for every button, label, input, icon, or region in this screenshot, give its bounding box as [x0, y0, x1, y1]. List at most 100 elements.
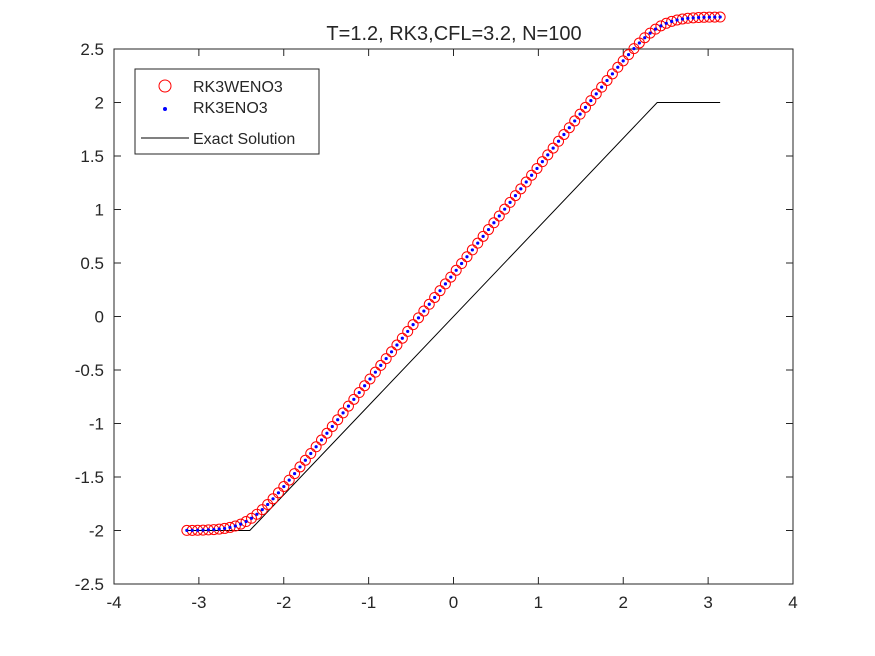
- point-rk3eno3: [513, 194, 518, 198]
- point-rk3weno3: [396, 332, 408, 344]
- point-rk3weno3: [606, 68, 618, 80]
- point-rk3eno3: [637, 41, 641, 45]
- point-rk3weno3: [289, 468, 301, 480]
- point-rk3weno3: [547, 142, 559, 154]
- point-rk3eno3: [249, 516, 254, 520]
- point-rk3weno3: [240, 516, 252, 528]
- point-rk3weno3: [310, 441, 322, 453]
- point-rk3eno3: [519, 187, 523, 191]
- point-rk3eno3: [605, 78, 609, 83]
- y-tick-label: 2: [95, 94, 104, 113]
- point-rk3weno3: [504, 196, 516, 208]
- point-rk3weno3: [348, 393, 360, 405]
- point-rk3eno3: [492, 221, 496, 225]
- point-rk3eno3: [427, 302, 431, 306]
- point-rk3weno3: [418, 305, 430, 317]
- point-rk3eno3: [443, 282, 448, 286]
- point-rk3weno3: [542, 149, 554, 161]
- point-rk3eno3: [389, 350, 394, 354]
- point-rk3weno3: [536, 156, 548, 168]
- point-rk3weno3: [235, 518, 247, 530]
- point-rk3weno3: [326, 420, 338, 432]
- point-rk3eno3: [691, 16, 695, 20]
- point-rk3weno3: [515, 183, 527, 195]
- point-rk3weno3: [439, 278, 451, 290]
- point-rk3weno3: [429, 291, 441, 303]
- point-rk3eno3: [373, 370, 377, 374]
- point-rk3weno3: [445, 271, 457, 283]
- point-rk3eno3: [298, 465, 302, 469]
- point-rk3eno3: [535, 166, 539, 171]
- point-rk3eno3: [562, 132, 566, 137]
- point-rk3eno3: [212, 527, 216, 532]
- point-rk3weno3: [553, 135, 565, 147]
- legend-marker-rk3eno3: [163, 107, 167, 111]
- point-rk3eno3: [206, 528, 211, 532]
- point-rk3weno3: [601, 74, 613, 86]
- point-rk3weno3: [520, 176, 532, 188]
- x-tick-label: -2: [276, 593, 291, 612]
- point-rk3eno3: [465, 255, 469, 259]
- point-rk3eno3: [680, 17, 685, 21]
- point-rk3eno3: [325, 431, 329, 435]
- point-rk3weno3: [612, 61, 624, 73]
- point-rk3eno3: [395, 343, 399, 347]
- point-rk3eno3: [276, 491, 281, 495]
- point-rk3eno3: [400, 336, 404, 340]
- point-rk3eno3: [707, 15, 711, 19]
- point-rk3eno3: [567, 126, 571, 130]
- point-rk3eno3: [330, 424, 334, 429]
- point-rk3eno3: [244, 519, 248, 524]
- legend-label: RK3WENO3: [193, 79, 283, 96]
- point-rk3eno3: [643, 36, 647, 40]
- point-rk3eno3: [416, 316, 421, 320]
- point-rk3eno3: [363, 384, 367, 388]
- y-tick-label: -2.5: [75, 575, 104, 594]
- point-rk3weno3: [272, 487, 284, 499]
- point-rk3eno3: [438, 289, 442, 293]
- point-rk3eno3: [319, 438, 324, 442]
- point-rk3eno3: [239, 522, 243, 526]
- point-rk3eno3: [190, 528, 194, 532]
- point-rk3weno3: [375, 359, 387, 371]
- point-rk3eno3: [341, 411, 345, 415]
- point-rk3eno3: [718, 15, 722, 19]
- point-rk3eno3: [573, 119, 577, 123]
- point-rk3eno3: [481, 234, 485, 238]
- point-rk3eno3: [686, 16, 690, 20]
- point-rk3eno3: [659, 24, 663, 28]
- y-tick-label: -1.5: [75, 468, 104, 487]
- point-rk3eno3: [309, 451, 313, 456]
- point-rk3eno3: [449, 275, 453, 279]
- x-tick-label: 2: [619, 593, 628, 612]
- point-rk3eno3: [551, 146, 555, 150]
- point-rk3eno3: [594, 92, 598, 96]
- point-rk3weno3: [316, 434, 328, 446]
- chart-title: T=1.2, RK3,CFL=3.2, N=100: [326, 23, 581, 45]
- point-rk3eno3: [578, 112, 582, 116]
- point-rk3weno3: [407, 319, 419, 331]
- point-rk3eno3: [616, 65, 620, 69]
- point-rk3eno3: [508, 200, 512, 204]
- point-rk3eno3: [287, 478, 291, 482]
- point-rk3eno3: [653, 27, 658, 31]
- point-rk3eno3: [583, 105, 588, 109]
- x-tick-label: -3: [191, 593, 206, 612]
- point-rk3weno3: [456, 258, 468, 270]
- point-rk3weno3: [574, 108, 586, 120]
- point-rk3eno3: [486, 227, 491, 232]
- y-tick-label: -0.5: [75, 361, 104, 380]
- point-rk3weno3: [650, 23, 662, 35]
- point-rk3eno3: [600, 85, 604, 89]
- point-rk3weno3: [380, 353, 392, 365]
- point-rk3eno3: [368, 377, 372, 381]
- point-rk3weno3: [472, 237, 484, 249]
- point-rk3eno3: [556, 139, 561, 143]
- point-rk3weno3: [579, 101, 591, 113]
- point-rk3eno3: [233, 524, 237, 528]
- point-rk3weno3: [499, 203, 511, 215]
- point-rk3weno3: [450, 264, 462, 276]
- point-rk3eno3: [664, 21, 668, 25]
- point-rk3weno3: [493, 210, 505, 222]
- point-rk3eno3: [503, 207, 507, 211]
